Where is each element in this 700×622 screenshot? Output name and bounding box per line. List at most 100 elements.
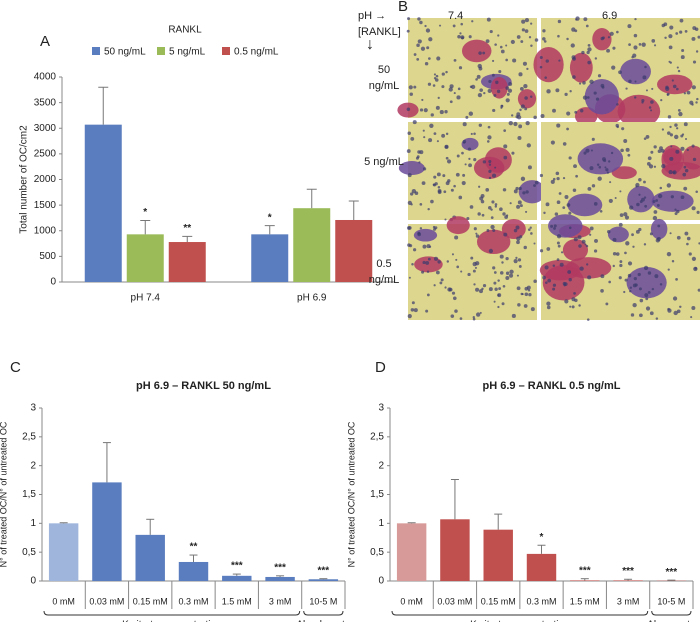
bar	[308, 579, 339, 581]
cell	[449, 84, 454, 89]
cell	[582, 95, 588, 100]
cell	[406, 29, 410, 33]
cell	[478, 289, 483, 294]
bar	[168, 242, 206, 282]
significance: ***	[318, 565, 330, 576]
cell	[611, 65, 616, 70]
cell	[487, 135, 492, 140]
cell	[477, 63, 482, 69]
cell	[684, 29, 688, 33]
cell	[695, 101, 698, 104]
cell	[444, 286, 447, 289]
cell	[695, 190, 698, 194]
cell	[441, 72, 445, 76]
cell	[674, 208, 677, 211]
bar	[251, 234, 289, 282]
cell	[539, 249, 544, 253]
cell	[515, 186, 519, 191]
cell	[627, 273, 632, 278]
cell	[456, 154, 460, 158]
cell	[683, 165, 687, 169]
cell	[421, 181, 426, 186]
cell	[678, 111, 683, 117]
cell	[580, 109, 584, 113]
cell	[566, 111, 571, 116]
cell	[433, 132, 437, 135]
cell	[468, 163, 472, 168]
cell	[429, 123, 434, 128]
cell	[689, 100, 694, 105]
cell	[468, 35, 472, 39]
cell	[572, 57, 576, 61]
osteoclast	[446, 216, 470, 235]
panel-label: B	[398, 0, 409, 15]
cell	[416, 57, 420, 61]
y-axis-label: N° of treated OC/N° of untreated OC	[0, 421, 8, 567]
cell	[638, 227, 642, 232]
cell	[578, 82, 582, 85]
cell	[407, 17, 411, 21]
osteoclast	[518, 180, 546, 204]
cell	[669, 133, 673, 137]
cell	[423, 136, 426, 139]
cell	[604, 166, 607, 169]
cell	[552, 108, 556, 113]
cell	[411, 263, 414, 266]
cell	[607, 36, 611, 39]
cell	[460, 270, 463, 273]
cell	[505, 58, 508, 62]
cell	[461, 36, 464, 40]
cell	[475, 261, 480, 266]
cell	[582, 81, 586, 85]
cell	[505, 86, 510, 90]
cell	[461, 180, 466, 186]
bar	[335, 219, 373, 282]
y-tick-label: 3000	[34, 123, 57, 134]
y-tick-label: 2500	[34, 149, 57, 160]
cell	[552, 264, 556, 268]
cell	[593, 249, 598, 253]
panel-label: A	[40, 33, 50, 50]
cell	[501, 302, 505, 306]
cell	[556, 234, 562, 239]
cell	[697, 288, 700, 292]
cell	[420, 46, 426, 51]
cell	[674, 123, 678, 127]
cell	[629, 286, 633, 289]
cell	[435, 78, 439, 82]
cell	[556, 200, 561, 205]
cell	[543, 211, 546, 215]
cell	[553, 226, 556, 230]
cell	[508, 273, 514, 278]
cell	[585, 148, 590, 153]
cell	[583, 151, 587, 155]
cell	[645, 297, 649, 301]
cell	[480, 199, 485, 204]
cell	[591, 184, 596, 188]
panel-label: D	[375, 359, 386, 376]
cell	[636, 202, 640, 207]
osteoclast	[569, 52, 593, 83]
cell	[649, 311, 654, 316]
cell	[512, 58, 517, 63]
cell	[578, 304, 581, 307]
cell	[552, 177, 556, 181]
cell	[487, 88, 492, 93]
cell	[492, 228, 496, 232]
cell	[579, 266, 584, 271]
cell	[459, 317, 463, 320]
cell	[422, 260, 426, 265]
cell	[511, 114, 514, 117]
cell	[462, 173, 466, 177]
cell	[632, 245, 635, 248]
cell	[657, 224, 661, 228]
cell	[487, 125, 491, 129]
cell	[552, 287, 556, 291]
cell	[610, 151, 614, 155]
cell	[489, 29, 493, 34]
bar	[178, 561, 209, 581]
cell	[671, 79, 674, 82]
legend-swatch	[222, 47, 230, 55]
cell	[593, 202, 598, 206]
cell	[631, 56, 634, 59]
